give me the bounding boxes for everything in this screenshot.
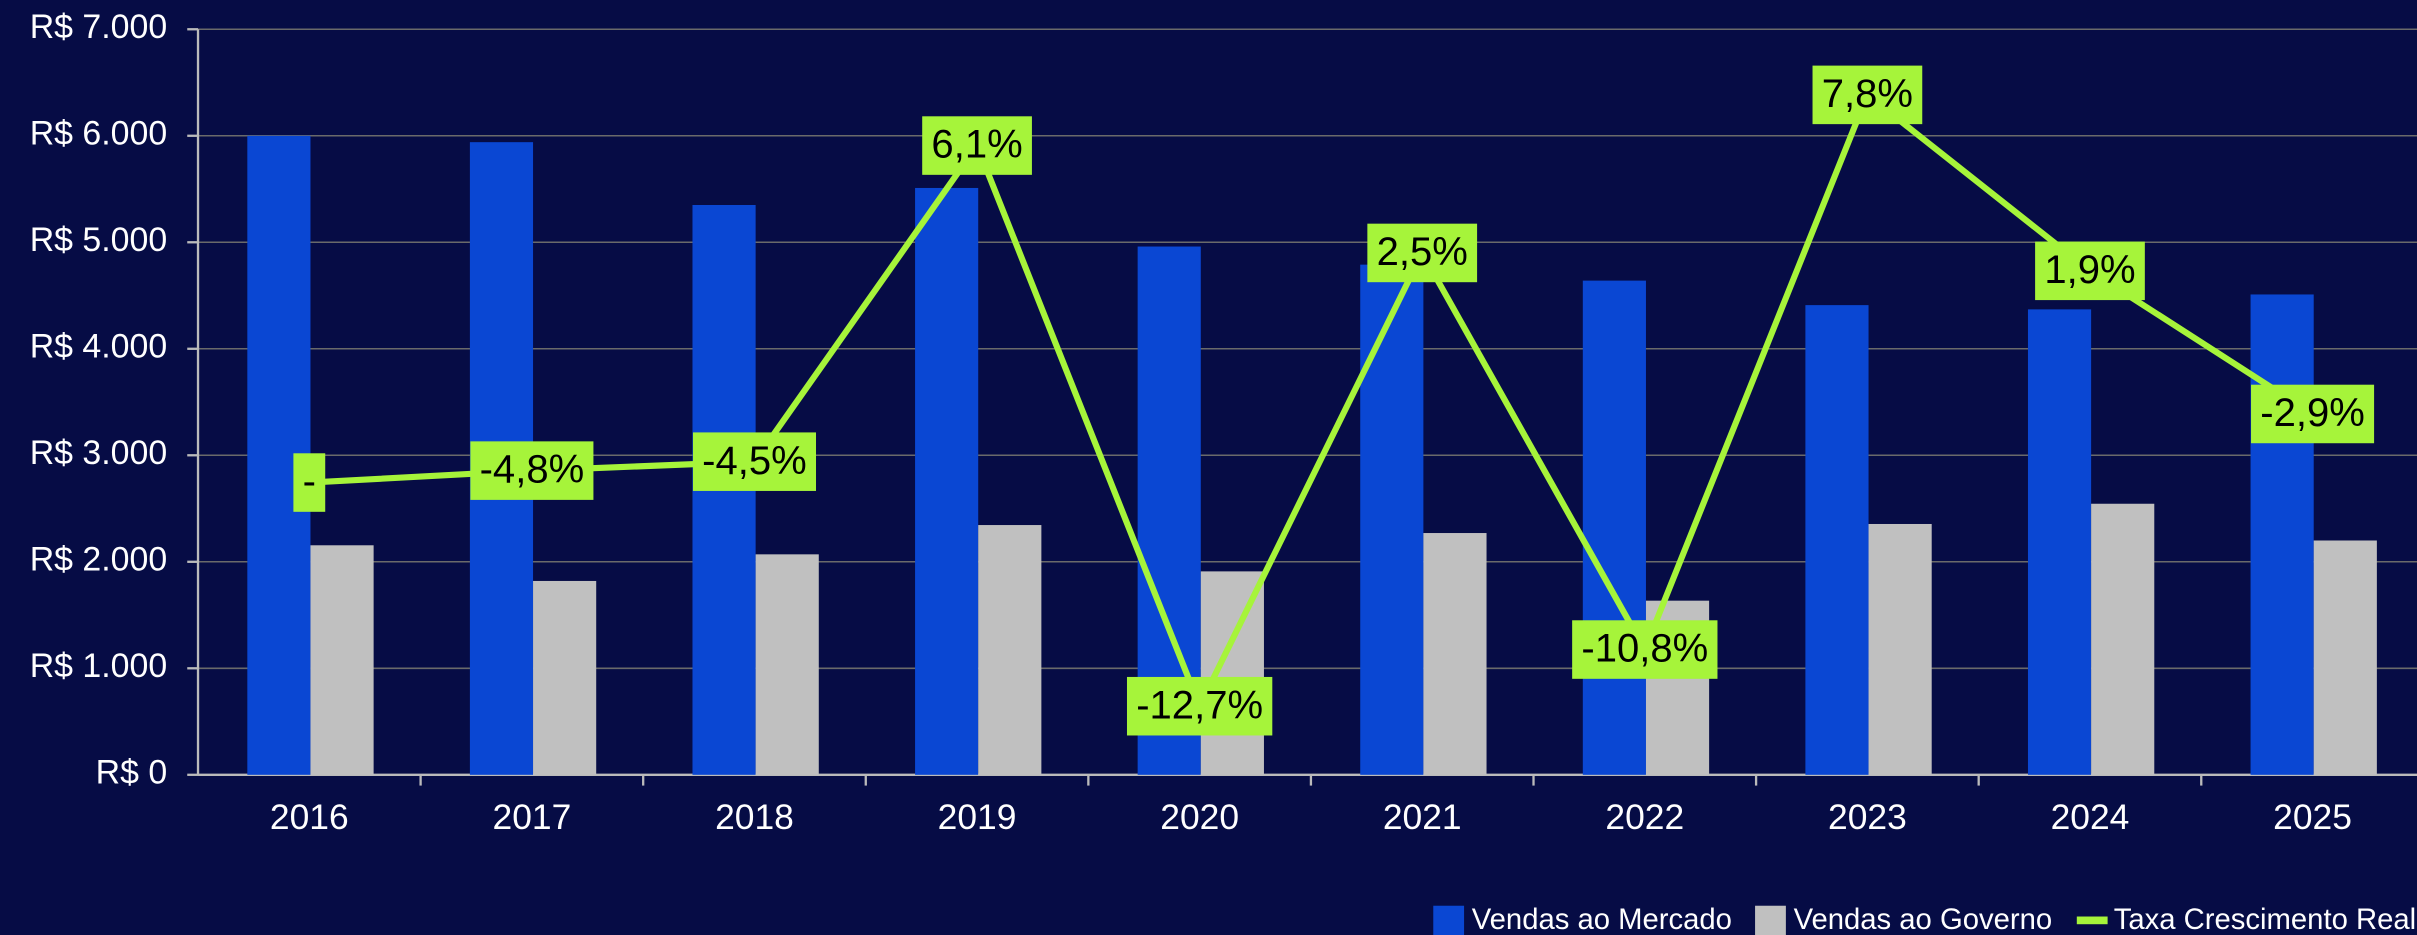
legend-label: Vendas ao Governo — [1794, 904, 2053, 935]
bar — [1360, 264, 1424, 775]
data-label: 1,9% — [2035, 241, 2145, 301]
bar — [1868, 523, 1932, 775]
bar — [2091, 503, 2155, 775]
y-tick-label: R$ 0 — [96, 754, 168, 792]
bar — [533, 580, 597, 775]
x-tick-label: 2023 — [1828, 797, 1907, 837]
data-label-text: -12,7% — [1136, 683, 1263, 727]
y-tick-label: R$ 2.000 — [30, 541, 167, 579]
x-tick-label: 2025 — [2273, 797, 2352, 837]
legend-swatch — [1755, 905, 1786, 935]
y-tick-label: R$ 4.000 — [30, 328, 167, 366]
data-label-text: 6,1% — [931, 123, 1022, 167]
x-tick-label: 2018 — [715, 797, 794, 837]
data-label-box — [1126, 676, 1273, 736]
legend-swatch — [1433, 905, 1465, 935]
data-label-text: 2,5% — [1377, 230, 1468, 274]
line — [309, 89, 2315, 714]
bar — [755, 554, 819, 775]
bar — [2250, 294, 2314, 775]
bar — [1805, 305, 1869, 775]
data-label: - — [293, 453, 326, 512]
bar — [2027, 309, 2092, 775]
data-label-box — [922, 116, 1032, 175]
bar — [2313, 540, 2377, 775]
bar — [1200, 571, 1264, 775]
data-label-text: -4,5% — [702, 439, 807, 483]
x-tick-label: 2016 — [270, 797, 349, 837]
y-tick-label: R$ 1.000 — [30, 647, 167, 685]
bar — [310, 545, 374, 775]
x-tick-label: 2019 — [938, 797, 1017, 837]
x-tick-label: 2022 — [1605, 797, 1684, 837]
data-label-box — [1812, 65, 1923, 125]
y-tick-label: R$ 3.000 — [30, 434, 167, 472]
data-label: -4,5% — [692, 432, 817, 491]
x-tick-label: 2017 — [493, 797, 572, 837]
data-label: 7,8% — [1812, 65, 1923, 125]
data-label: -10,8% — [1572, 620, 1718, 679]
y-tick-label: R$ 7.000 — [30, 8, 167, 46]
y-tick-label: R$ 5.000 — [30, 221, 167, 259]
data-label-box — [470, 441, 594, 500]
x-tick-label: 2020 — [1160, 797, 1239, 837]
data-label: -12,7% — [1126, 676, 1273, 736]
data-label-box — [2035, 241, 2145, 301]
y-tick-label: R$ 6.000 — [30, 115, 167, 153]
data-label-box — [1367, 223, 1478, 283]
data-label-text: - — [303, 460, 316, 504]
data-label-box — [1572, 620, 1718, 679]
legend-swatch — [2076, 916, 2108, 925]
data-label-text: 1,9% — [2044, 248, 2135, 292]
data-label-text: -4,8% — [480, 448, 585, 492]
data-label-text: -10,8% — [1581, 627, 1708, 671]
legend-label: Vendas ao Mercado — [1472, 904, 1732, 935]
data-label-text: -2,9% — [2260, 391, 2365, 435]
x-tick-label: 2024 — [2051, 797, 2130, 837]
data-label: -4,8% — [470, 441, 594, 500]
data-label: 2,5% — [1367, 223, 1478, 283]
data-label-text: 7,8% — [1822, 72, 1913, 116]
data-label: 6,1% — [922, 116, 1032, 175]
bar — [1582, 280, 1646, 775]
bar — [1423, 533, 1487, 775]
bar — [915, 187, 979, 775]
x-tick-label: 2021 — [1383, 797, 1462, 837]
bar — [978, 525, 1042, 775]
data-label-box — [293, 453, 326, 512]
data-label-box — [692, 432, 817, 491]
data-label-box — [2251, 384, 2375, 444]
data-label: -2,9% — [2251, 384, 2375, 444]
legend-label: Taxa Crescimento Real — [2114, 904, 2416, 935]
